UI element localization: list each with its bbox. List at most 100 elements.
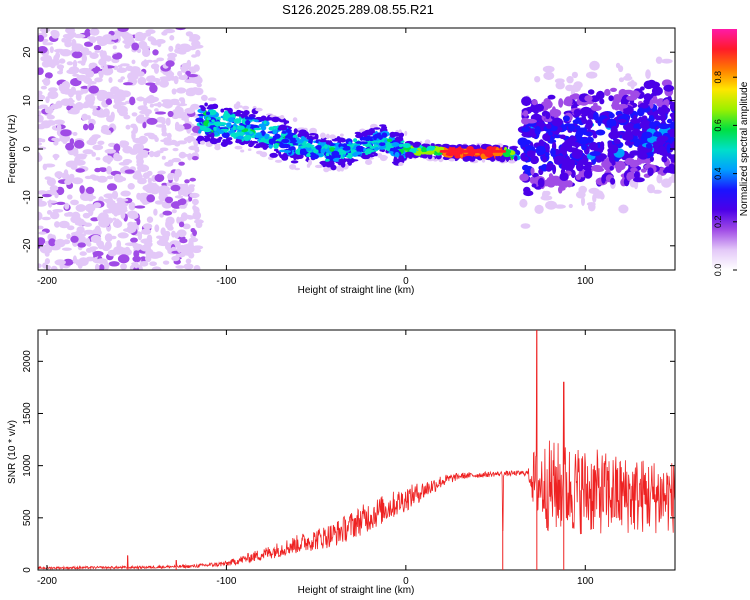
heatmap-cell xyxy=(94,167,101,173)
heatmap-cell xyxy=(158,185,171,193)
heatmap-cell xyxy=(421,143,431,147)
heatmap-cell xyxy=(155,124,167,128)
heatmap-cell xyxy=(105,98,113,105)
heatmap-cell xyxy=(138,135,148,144)
heatmap-cell xyxy=(295,137,300,141)
heatmap-cell xyxy=(193,265,201,270)
heatmap-cell xyxy=(65,160,78,168)
heatmap-cell xyxy=(671,113,675,122)
heatmap-cell xyxy=(178,204,187,209)
heatmap-cell xyxy=(572,93,580,100)
heatmap-cell xyxy=(534,76,541,83)
heatmap-cell xyxy=(519,173,529,182)
heatmap-cell xyxy=(120,76,125,80)
heatmap-cell xyxy=(55,201,66,205)
heatmap-cell xyxy=(129,148,139,155)
heatmap-cell xyxy=(137,177,147,185)
heatmap-cell xyxy=(117,64,123,68)
heatmap-cell xyxy=(38,105,44,110)
heatmap-cell xyxy=(613,138,621,145)
heatmap-cell xyxy=(278,149,286,153)
heatmap-cell xyxy=(625,73,631,78)
heatmap-cell xyxy=(360,132,367,137)
heatmap-cell xyxy=(89,52,99,59)
heatmap-cell xyxy=(97,37,108,47)
heatmap-cell xyxy=(448,158,456,162)
heatmap-cell xyxy=(58,58,66,64)
heatmap-cell xyxy=(271,116,280,123)
heatmap-cell xyxy=(67,194,73,200)
heatmap-cell xyxy=(526,150,536,158)
heatmap-cell xyxy=(373,152,378,157)
heatmap-cell xyxy=(639,119,652,130)
heatmap-cell xyxy=(381,132,388,138)
heatmap-cell xyxy=(388,151,394,154)
heatmap-cell xyxy=(116,240,122,249)
heatmap-cell xyxy=(274,133,281,139)
snr-background xyxy=(38,330,675,570)
heatmap-cell xyxy=(76,74,88,82)
heatmap-cell xyxy=(609,166,614,171)
heatmap-cell xyxy=(124,169,135,174)
heatmap-cell xyxy=(189,177,196,182)
heatmap-cell xyxy=(94,225,101,235)
heatmap-cell xyxy=(102,198,114,203)
heatmap-cell xyxy=(508,160,516,164)
heatmap-cell xyxy=(551,106,557,115)
heatmap-cell xyxy=(258,123,264,128)
heatmap-cell xyxy=(94,77,103,83)
heatmap-cell xyxy=(328,160,335,167)
heatmap-cell xyxy=(645,69,651,80)
heatmap-cell xyxy=(103,91,114,100)
heatmap-cell xyxy=(72,131,78,136)
heatmap-cell xyxy=(102,155,114,163)
heatmap-cell xyxy=(568,123,576,132)
heatmap-cell xyxy=(623,122,635,132)
heatmap-cell xyxy=(263,120,267,125)
heatmap-cell xyxy=(521,126,530,133)
heatmap-cell xyxy=(131,42,140,51)
heatmap-cell xyxy=(561,157,573,166)
heatmap-cell xyxy=(671,140,675,151)
heatmap-cell xyxy=(590,105,602,112)
heatmap-cell xyxy=(549,174,554,181)
heatmap-cell xyxy=(38,190,48,195)
snr-frame xyxy=(37,329,676,571)
heatmap-cell xyxy=(649,156,655,163)
heatmap-cell xyxy=(417,147,422,151)
heatmap-cell xyxy=(191,44,204,49)
heatmap-cell xyxy=(245,119,251,126)
heatmap-cell xyxy=(156,239,166,246)
heatmap-cell xyxy=(310,154,320,160)
heatmap-x-tick-label: -100 xyxy=(216,276,236,287)
heatmap-cell xyxy=(209,138,219,145)
heatmap-cell xyxy=(624,157,635,166)
heatmap-cell xyxy=(262,144,269,149)
heatmap-cell xyxy=(661,178,672,188)
heatmap-cell xyxy=(187,74,198,78)
heatmap-cell xyxy=(170,184,181,192)
heatmap-cell xyxy=(631,128,641,136)
heatmap-cell xyxy=(73,33,86,39)
heatmap-cell xyxy=(106,202,115,207)
heatmap-cell xyxy=(195,221,203,229)
heatmap-cell xyxy=(590,95,600,103)
heatmap-cell xyxy=(134,31,145,41)
heatmap-cell xyxy=(430,143,435,147)
heatmap-cell xyxy=(218,136,223,140)
heatmap-cell xyxy=(187,153,193,161)
heatmap-cell xyxy=(104,209,112,214)
heatmap-cell xyxy=(104,241,112,250)
heatmap-cell xyxy=(162,210,173,216)
heatmap-cell xyxy=(183,263,194,270)
heatmap-cell xyxy=(153,208,158,216)
heatmap-cell xyxy=(189,106,194,112)
heatmap-cell xyxy=(72,147,79,157)
heatmap-cell xyxy=(77,60,86,64)
heatmap-cell xyxy=(168,45,174,52)
heatmap-cell xyxy=(46,177,57,187)
heatmap-cell xyxy=(530,104,537,112)
heatmap-cell xyxy=(142,223,153,230)
heatmap-cell xyxy=(504,149,512,155)
heatmap-cell xyxy=(120,63,130,67)
